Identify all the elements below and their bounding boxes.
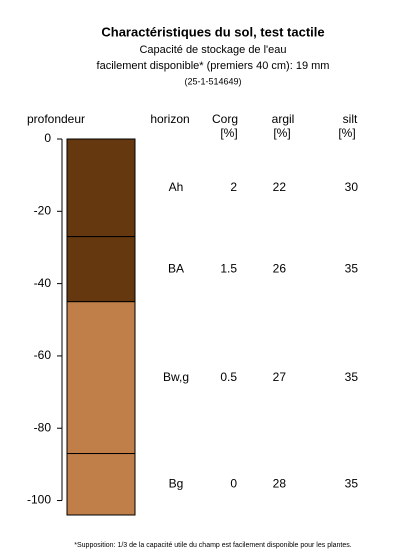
horizon-block bbox=[66, 453, 136, 516]
column-header: Corg bbox=[212, 112, 238, 126]
horizon-block bbox=[66, 236, 136, 303]
horizon-name: Ah bbox=[169, 180, 184, 194]
y-tick-label: -80 bbox=[34, 420, 52, 434]
footnote: *Supposition: 1/3 de la capacité utile d… bbox=[74, 542, 352, 549]
silt-value: 35 bbox=[345, 370, 359, 384]
horizon-name: BA bbox=[168, 261, 184, 275]
silt-value: 30 bbox=[345, 180, 359, 194]
corg-value: 0.5 bbox=[220, 370, 237, 384]
y-tick-label: -20 bbox=[34, 203, 52, 217]
argil-value: 27 bbox=[273, 370, 287, 384]
y-tick-label: -60 bbox=[34, 348, 52, 362]
silt-value: 35 bbox=[345, 476, 359, 490]
argil-value: 26 bbox=[273, 261, 287, 275]
chart-title: Charactéristiques du sol, test tactile bbox=[101, 24, 324, 39]
column-unit: [%] bbox=[220, 126, 237, 140]
horizon-block bbox=[66, 301, 136, 455]
column-header: silt bbox=[343, 112, 358, 126]
y-axis-label: profondeur bbox=[27, 112, 85, 126]
y-tick-label: -40 bbox=[34, 276, 52, 290]
horizon-block bbox=[66, 138, 136, 238]
corg-value: 2 bbox=[230, 180, 237, 194]
silt-value: 35 bbox=[345, 261, 359, 275]
column-unit: [%] bbox=[338, 126, 355, 140]
corg-value: 1.5 bbox=[220, 261, 237, 275]
y-tick-label: -100 bbox=[27, 493, 51, 507]
column-unit: [%] bbox=[273, 126, 290, 140]
subtitle: facilement disponible* (premiers 40 cm):… bbox=[97, 60, 330, 72]
column-header: horizon bbox=[150, 112, 189, 126]
corg-value: 0 bbox=[230, 476, 237, 490]
horizon-name: Bw,g bbox=[163, 370, 189, 384]
column-header: argil bbox=[272, 112, 295, 126]
subtitle: Capacité de stockage de l'eau bbox=[139, 44, 286, 56]
subtitle: (25-1-514649) bbox=[184, 76, 241, 86]
argil-value: 28 bbox=[273, 476, 287, 490]
horizon-name: Bg bbox=[169, 476, 184, 490]
y-tick-label: 0 bbox=[44, 131, 51, 145]
argil-value: 22 bbox=[273, 180, 287, 194]
